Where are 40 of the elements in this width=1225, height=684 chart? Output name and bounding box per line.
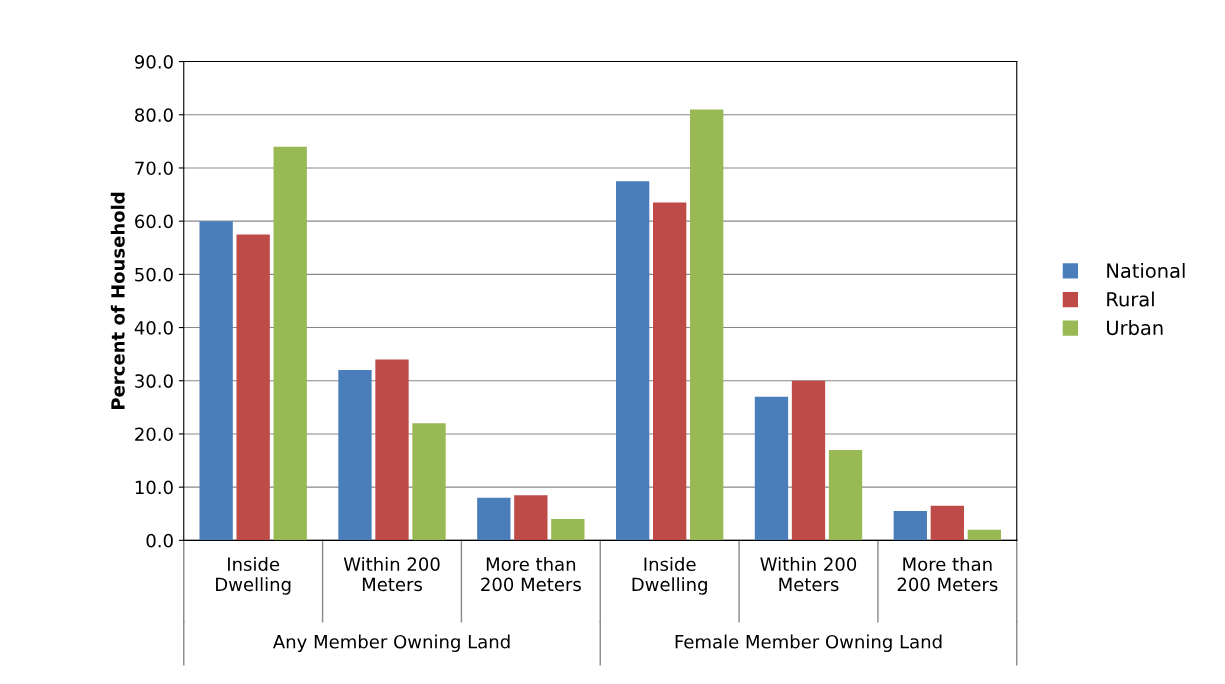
- y-tick-label: 10.0: [135, 480, 173, 495]
- y-tick-label: 30.0: [135, 374, 173, 388]
- bar: [615, 181, 650, 541]
- bar: [199, 221, 233, 541]
- bar: [551, 519, 585, 541]
- bar: [754, 396, 789, 541]
- bar: [893, 511, 927, 541]
- legend-label: Rural: [1107, 291, 1154, 307]
- y-tick-label: 40.0: [134, 321, 173, 335]
- bar: [375, 359, 409, 541]
- bar: [338, 370, 372, 541]
- y-axis-title: Percent of Household: [110, 192, 125, 409]
- bar: [828, 449, 863, 541]
- bar: [477, 497, 511, 541]
- text: Any Member Owning Land: [272, 634, 510, 653]
- y-tick-label: 70.0: [135, 161, 173, 176]
- y-tick-label: 20.0: [135, 427, 173, 442]
- y-tick-label: 60.0: [135, 214, 173, 229]
- x-tick-label: Within 200 Meters: [343, 557, 440, 592]
- x-tick-label: More than 200 Meters: [481, 557, 581, 592]
- bar: [412, 423, 446, 541]
- legend-label: Urban: [1107, 320, 1163, 336]
- y-tick-label: 50.0: [135, 267, 173, 282]
- y-tick-label: 0.0: [146, 533, 173, 548]
- bar: [930, 505, 964, 541]
- x-tick-label: Within 200 Meters: [760, 557, 857, 592]
- bar: [514, 495, 548, 541]
- x-tick-label: Inside Dwelling: [632, 557, 707, 595]
- bar: [236, 234, 270, 541]
- y-tick-label: 90.0: [134, 55, 173, 69]
- x-tick-label: Inside Dwelling: [216, 557, 291, 595]
- text: Female Member Owning Land: [675, 634, 942, 653]
- bar: [967, 529, 1002, 541]
- x-tick-label: More than 200 Meters: [897, 557, 998, 592]
- bar: [653, 202, 687, 541]
- legend-label: National: [1107, 263, 1185, 279]
- bar: [791, 380, 826, 541]
- bar: [690, 109, 724, 541]
- bar: [273, 146, 307, 541]
- y-tick-label: 80.0: [135, 108, 173, 122]
